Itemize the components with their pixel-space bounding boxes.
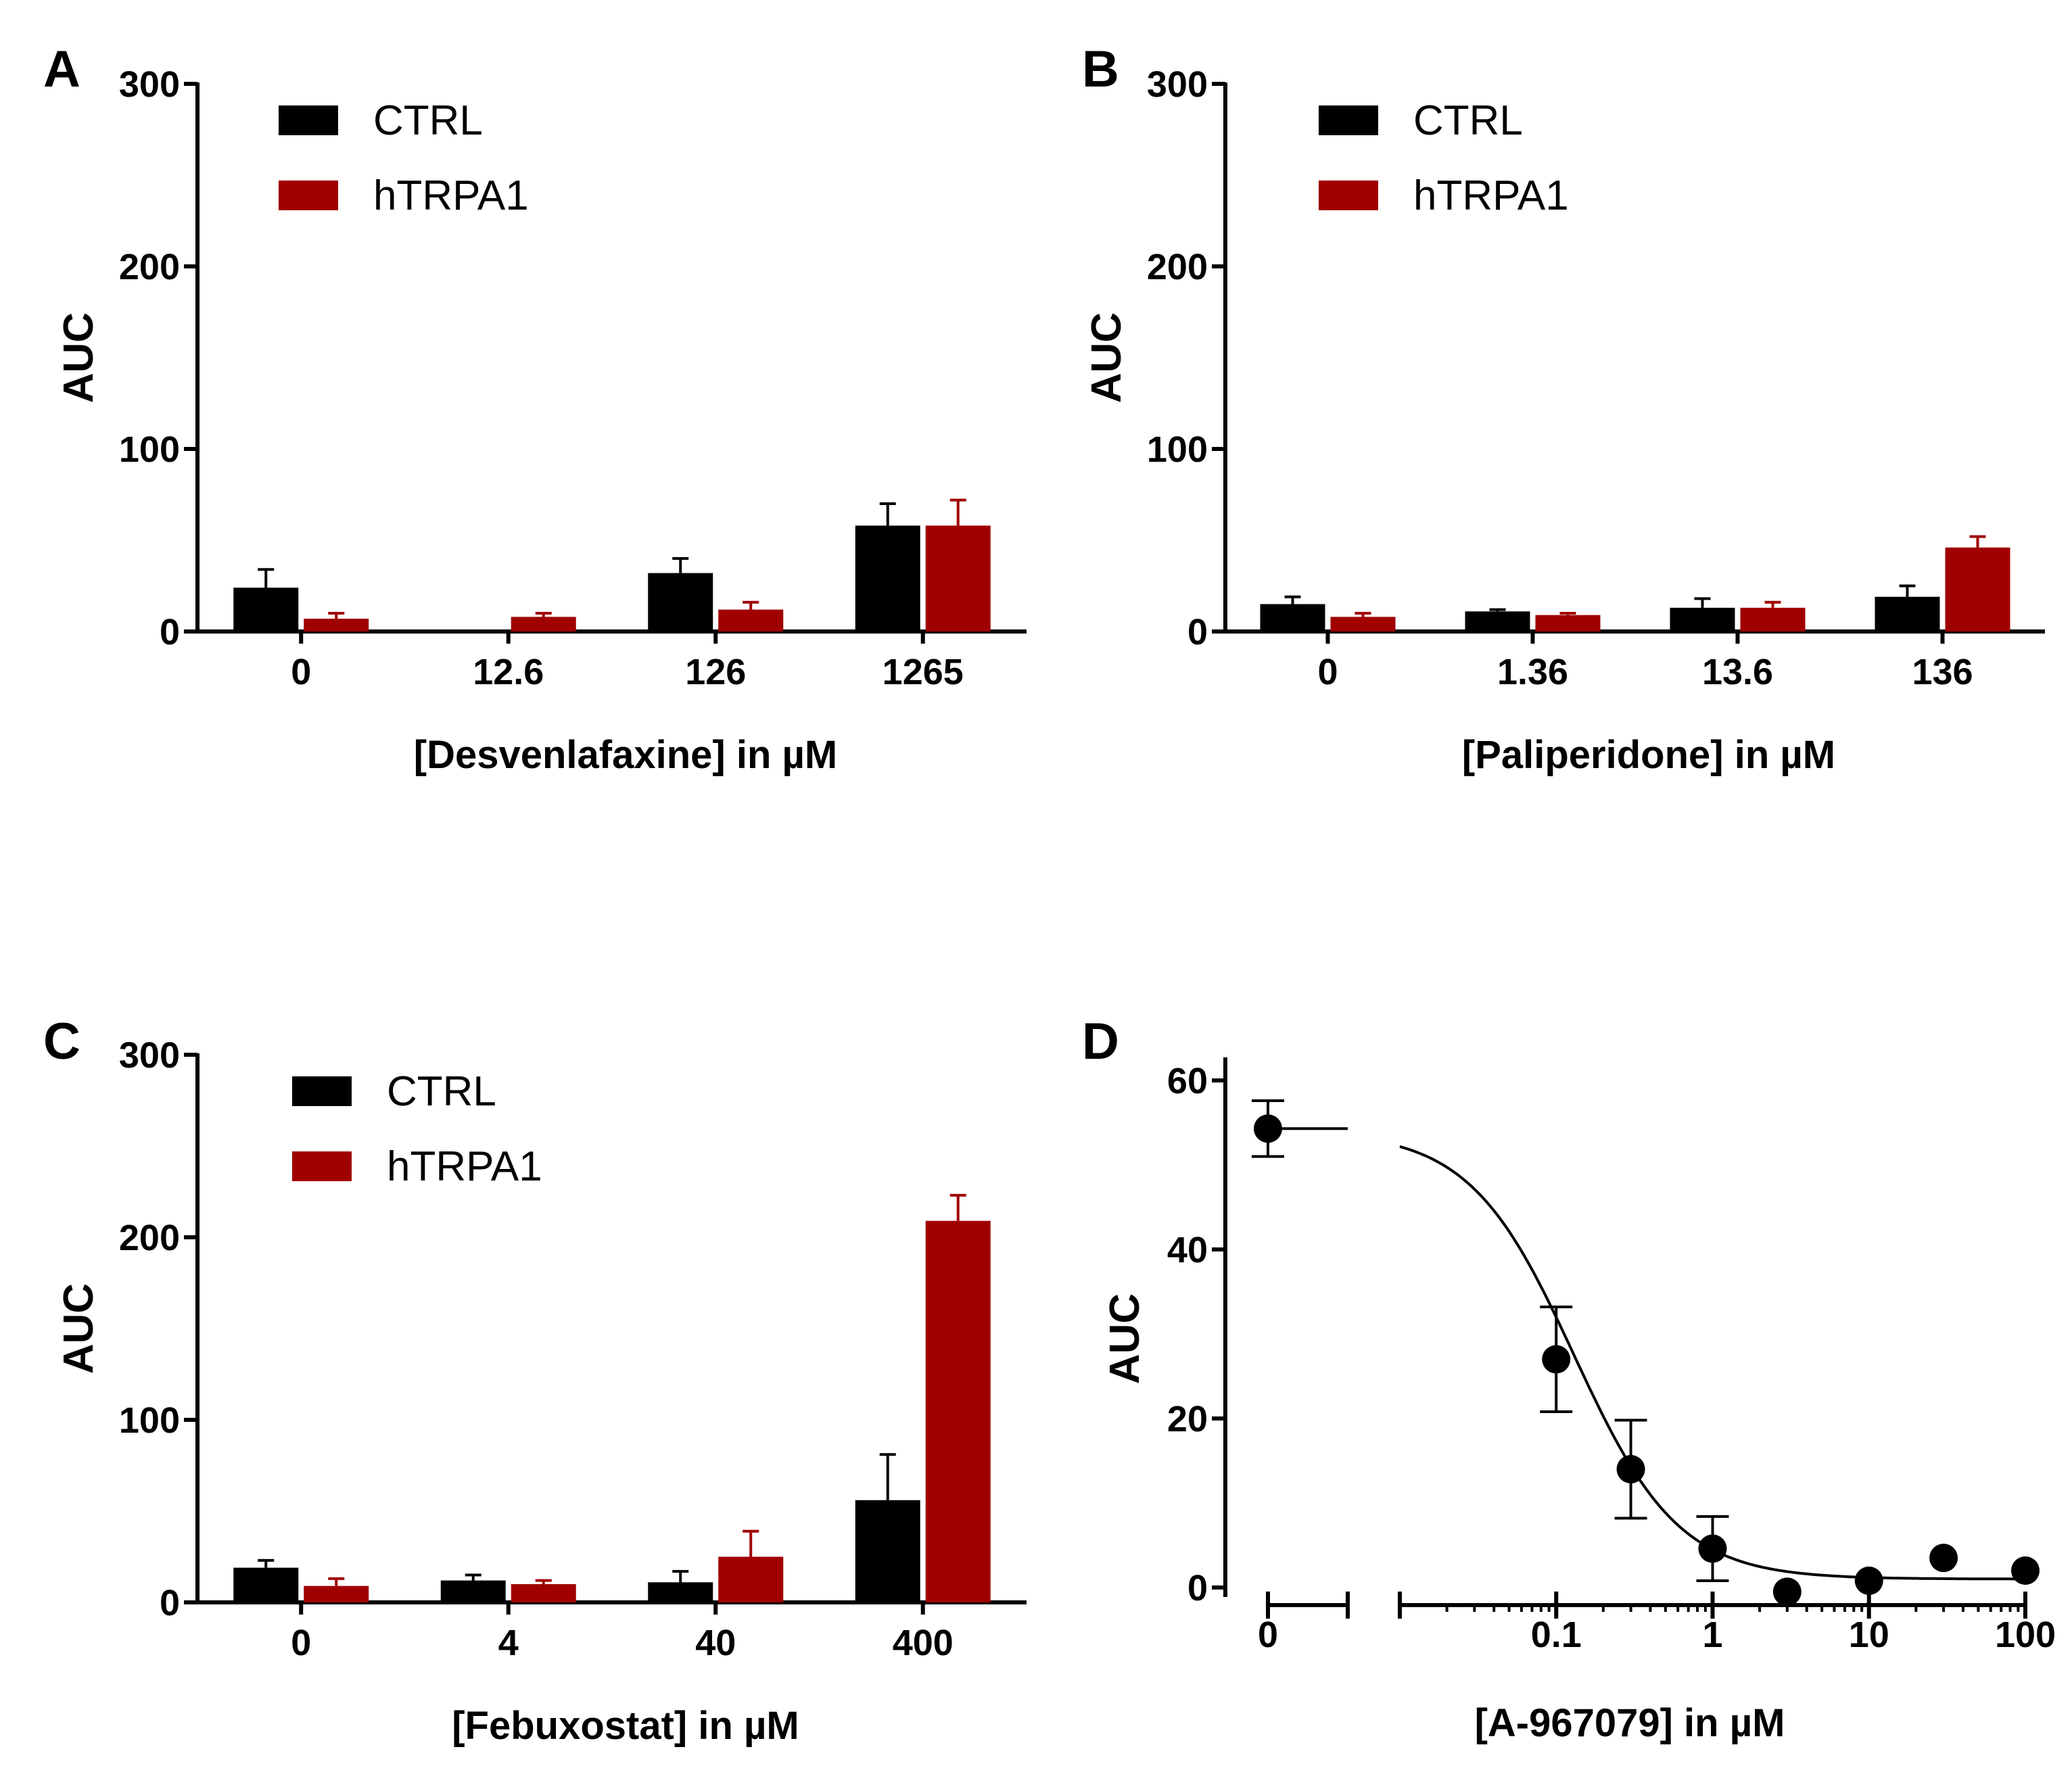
htrpa1-bar (718, 1556, 784, 1602)
x-tick-label: 1.36 (1497, 652, 1568, 692)
y-tick-label: 200 (1147, 247, 1208, 287)
ctrl-bar (233, 588, 299, 631)
data-point (2011, 1556, 2040, 1585)
ctrl-bar (648, 1582, 713, 1602)
panel-c-bar-chart: 0 100 200 300 0 4 40 400 AUC [Febuxostat] in µM CT… (55, 1035, 1027, 1748)
x-axis-title: [A-967079] in µM (1475, 1701, 1785, 1745)
panel-label-d: D (1082, 1013, 1119, 1070)
panel-label-c: C (43, 1013, 80, 1070)
data-point (1616, 1455, 1645, 1483)
data-point (1254, 1114, 1282, 1143)
panel-label-a: A (43, 41, 80, 98)
x-tick-label: 0 (1317, 652, 1338, 692)
data-point (1929, 1544, 1958, 1573)
ctrl-bar (440, 1580, 506, 1602)
panel-a-bar-chart: 0 100 200 300 0 12.6 126 1265 AUC [Desvenlafaxine… (55, 64, 1027, 777)
htrpa1-legend-swatch (292, 1151, 352, 1181)
x-tick-label: 1 (1702, 1615, 1722, 1655)
ctrl-bar (1875, 596, 1940, 631)
y-axis-title: AUC (55, 312, 102, 403)
y-tick-label: 200 (119, 247, 180, 287)
y-tick-label: 20 (1167, 1399, 1208, 1439)
ctrl-bar (648, 573, 713, 631)
legend-label: CTRL (1413, 97, 1523, 144)
x-tick-label: 4 (498, 1623, 519, 1663)
legend-label: hTRPA1 (373, 172, 529, 219)
data-point (1772, 1577, 1802, 1606)
htrpa1-bar (304, 1585, 369, 1602)
y-tick-label: 100 (119, 1400, 180, 1441)
ctrl-legend-swatch (1319, 105, 1378, 135)
x-tick-label: 1265 (882, 652, 964, 692)
x-tick-label: 100 (1995, 1615, 2056, 1655)
x-tick-label: 0 (1258, 1615, 1278, 1655)
legend-label: hTRPA1 (1413, 172, 1569, 219)
x-tick-label: 136 (1912, 652, 1973, 692)
x-tick-label: 12.6 (473, 652, 544, 692)
x-tick-label: 0 (291, 652, 311, 692)
x-tick-label: 40 (695, 1623, 736, 1663)
x-tick-label: 0.1 (1531, 1615, 1582, 1655)
htrpa1-bar (925, 1220, 991, 1602)
data-point (1542, 1345, 1571, 1374)
y-tick-label: 200 (119, 1218, 180, 1258)
x-axis-title: [Desvenlafaxine] in µM (414, 733, 837, 777)
htrpa1-bar (718, 609, 784, 631)
htrpa1-bar (1330, 617, 1396, 631)
htrpa1-bar (511, 1584, 576, 1602)
htrpa1-legend-swatch (279, 181, 338, 210)
x-tick-label: 10 (1849, 1615, 1889, 1655)
y-tick-label: 0 (160, 612, 180, 652)
y-axis-title: AUC (55, 1283, 102, 1374)
panel-d-dose-response-chart: 0 20 40 60 AUC 0 0.1 1 10 100 [A-967079] in µM (1102, 1057, 2056, 1745)
y-axis-title: AUC (1102, 1293, 1148, 1384)
htrpa1-bar (511, 617, 576, 631)
y-axis-title: AUC (1083, 312, 1130, 403)
panel-b-bar-chart: 0 100 200 300 0 1.36 13.6 136 AUC [Paliperidone] … (1083, 64, 2045, 777)
htrpa1-bar (1740, 607, 1806, 631)
ctrl-bar (1260, 604, 1325, 631)
panel-label-b: B (1082, 41, 1119, 98)
htrpa1-bar (304, 619, 369, 631)
x-axis-title: [Paliperidone] in µM (1462, 733, 1835, 777)
ctrl-bar (855, 525, 920, 631)
data-point (1854, 1567, 1883, 1595)
x-axis-title: [Febuxostat] in µM (452, 1704, 799, 1748)
y-tick-label: 0 (1187, 1568, 1208, 1608)
data-point (1698, 1534, 1727, 1563)
htrpa1-bar (1535, 615, 1601, 631)
y-tick-label: 60 (1167, 1061, 1208, 1101)
y-tick-label: 100 (1147, 429, 1208, 470)
y-tick-label: 0 (160, 1583, 180, 1623)
x-tick-label: 126 (685, 652, 746, 692)
fit-curve (1399, 1145, 2025, 1581)
legend-label: hTRPA1 (387, 1143, 542, 1190)
legend-label: CTRL (387, 1068, 496, 1115)
x-tick-label: 13.6 (1702, 652, 1773, 692)
ctrl-bar (855, 1500, 920, 1602)
ctrl-bar (233, 1567, 299, 1602)
y-tick-label: 300 (1147, 64, 1208, 105)
ctrl-legend-swatch (292, 1076, 352, 1106)
y-tick-label: 0 (1187, 612, 1208, 652)
y-tick-label: 100 (119, 429, 180, 470)
x-tick-label: 0 (291, 1623, 311, 1663)
y-tick-label: 40 (1167, 1230, 1208, 1270)
y-tick-label: 300 (119, 1035, 180, 1076)
htrpa1-bar (925, 525, 991, 631)
ctrl-bar (1670, 607, 1735, 631)
htrpa1-legend-swatch (1319, 181, 1378, 210)
x-tick-label: 400 (893, 1623, 953, 1663)
ctrl-bar (1465, 611, 1530, 631)
ctrl-legend-swatch (279, 105, 338, 135)
y-tick-label: 300 (119, 64, 180, 105)
htrpa1-bar (1945, 547, 2010, 631)
legend-label: CTRL (373, 97, 483, 144)
